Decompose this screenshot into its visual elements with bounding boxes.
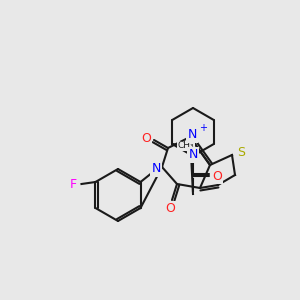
- Text: S: S: [237, 146, 245, 160]
- Text: O: O: [165, 202, 175, 215]
- Text: O: O: [141, 131, 151, 145]
- Text: N: N: [187, 128, 197, 142]
- Text: F: F: [70, 178, 77, 190]
- Text: CH₃: CH₃: [178, 142, 194, 151]
- Text: N: N: [151, 163, 161, 176]
- Text: O: O: [212, 169, 222, 182]
- Text: +: +: [199, 123, 207, 133]
- Text: N: N: [188, 148, 198, 161]
